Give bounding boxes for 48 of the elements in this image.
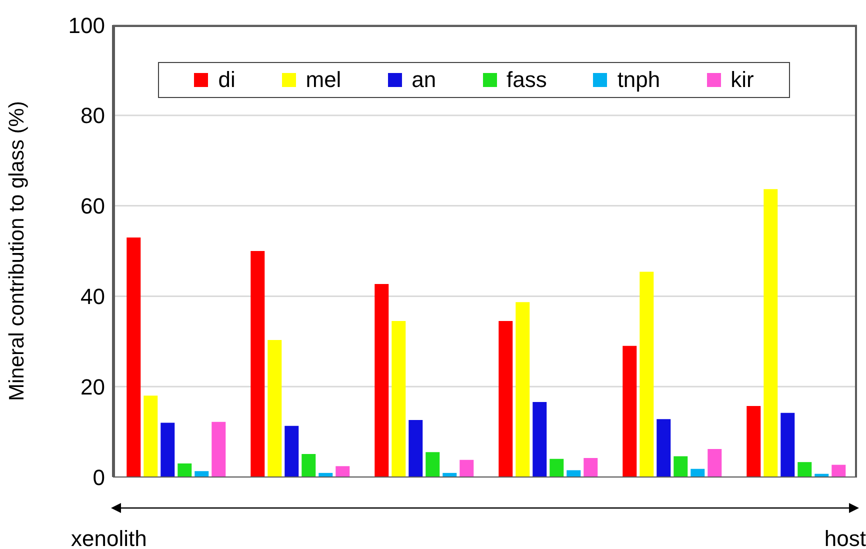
bar: [622, 346, 637, 477]
bar: [212, 422, 226, 477]
y-tick-label: 60: [80, 194, 105, 219]
bar: [374, 284, 389, 477]
bar: [690, 468, 705, 477]
bar: [640, 272, 654, 477]
bar: [178, 463, 192, 477]
bar: [460, 460, 474, 477]
bar: [268, 340, 282, 477]
bar: [674, 456, 688, 477]
y-tick-label: 80: [80, 103, 105, 128]
legend-label: kir: [730, 67, 754, 93]
bar: [126, 237, 141, 477]
legend-label: an: [412, 67, 436, 93]
bar: [516, 302, 530, 477]
legend-label: di: [218, 67, 236, 93]
bar: [656, 419, 671, 477]
y-tick-label: 40: [80, 284, 105, 310]
bar: [336, 466, 350, 477]
bar: [194, 471, 209, 477]
bar: [780, 412, 795, 477]
bar: [550, 458, 564, 477]
bar: [250, 251, 265, 477]
bar: [426, 452, 440, 477]
text: host: [824, 526, 866, 549]
y-axis-title: Mineral contribution to glass (%): [5, 101, 28, 401]
bar: [498, 321, 513, 477]
legend-label: tnph: [617, 67, 660, 93]
bar: [566, 470, 581, 477]
legend-label: fass: [506, 67, 547, 93]
y-tick-label: 0: [92, 464, 105, 490]
bar: [392, 321, 406, 477]
bar: [408, 420, 423, 477]
bar: [708, 448, 722, 477]
bar: [302, 454, 316, 477]
bar: [284, 426, 299, 477]
bar: [584, 458, 598, 477]
bar: [746, 406, 761, 477]
bar: [832, 464, 846, 477]
y-tick-label: 100: [68, 12, 105, 38]
bar: [160, 422, 175, 477]
bar: [764, 189, 778, 477]
bar: [144, 396, 158, 477]
y-tick-label: 20: [80, 374, 105, 400]
bar: [798, 462, 812, 477]
legend-label: mel: [306, 67, 342, 93]
text: xenolith: [71, 526, 147, 549]
bar: [532, 402, 547, 477]
